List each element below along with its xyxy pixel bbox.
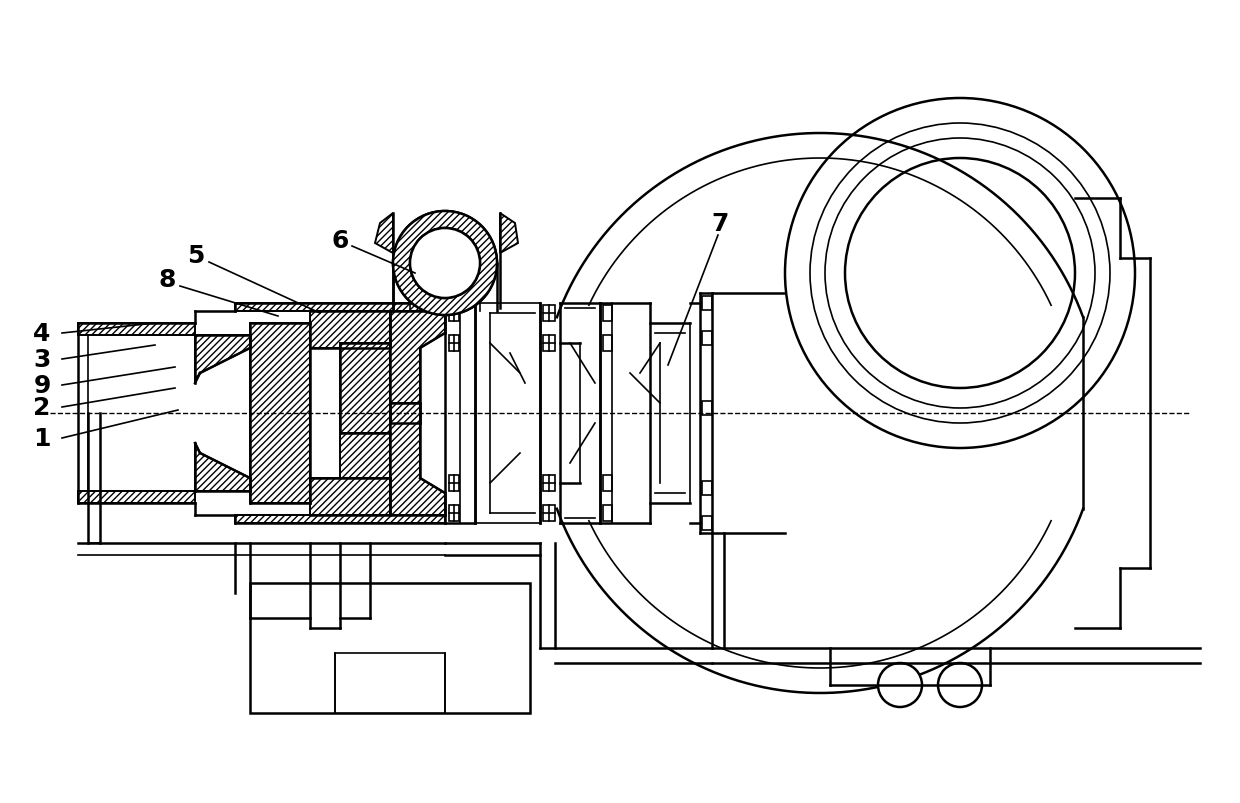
- Polygon shape: [310, 479, 391, 516]
- Polygon shape: [250, 324, 310, 503]
- Polygon shape: [500, 214, 518, 254]
- Bar: [250, 583, 529, 713]
- Text: 9: 9: [33, 373, 51, 397]
- Bar: [335, 653, 445, 713]
- Circle shape: [393, 212, 497, 316]
- Circle shape: [825, 139, 1095, 409]
- Bar: [702, 296, 712, 311]
- Text: 3: 3: [33, 348, 51, 372]
- Text: 4: 4: [33, 321, 51, 345]
- Bar: [702, 402, 712, 415]
- Polygon shape: [195, 336, 250, 384]
- Polygon shape: [340, 434, 391, 479]
- Circle shape: [410, 229, 480, 299]
- Bar: [702, 516, 712, 530]
- Text: 6: 6: [331, 229, 348, 253]
- Polygon shape: [391, 312, 445, 423]
- Bar: [543, 505, 556, 521]
- Polygon shape: [236, 516, 445, 524]
- Text: 5: 5: [187, 243, 205, 267]
- Circle shape: [937, 663, 982, 707]
- Polygon shape: [78, 324, 195, 336]
- Polygon shape: [340, 344, 391, 434]
- Bar: [543, 475, 556, 491]
- Polygon shape: [374, 214, 393, 254]
- Circle shape: [785, 99, 1135, 448]
- Bar: [449, 505, 459, 521]
- Bar: [449, 336, 459, 352]
- Bar: [449, 475, 459, 491]
- Bar: [603, 475, 613, 491]
- Bar: [603, 336, 613, 352]
- Polygon shape: [391, 403, 445, 516]
- Polygon shape: [78, 491, 195, 503]
- Bar: [603, 505, 613, 521]
- Bar: [603, 306, 613, 321]
- Bar: [543, 306, 556, 321]
- Bar: [702, 482, 712, 495]
- Text: 2: 2: [33, 396, 51, 419]
- Text: 8: 8: [159, 267, 176, 291]
- Circle shape: [844, 159, 1075, 389]
- Wedge shape: [393, 212, 497, 316]
- Circle shape: [878, 663, 923, 707]
- Text: 7: 7: [712, 212, 729, 236]
- Polygon shape: [236, 304, 445, 312]
- Bar: [702, 332, 712, 345]
- Circle shape: [810, 124, 1110, 423]
- Bar: [543, 336, 556, 352]
- Bar: [449, 306, 459, 321]
- Text: 1: 1: [33, 426, 51, 450]
- Polygon shape: [195, 443, 250, 491]
- Polygon shape: [310, 312, 391, 349]
